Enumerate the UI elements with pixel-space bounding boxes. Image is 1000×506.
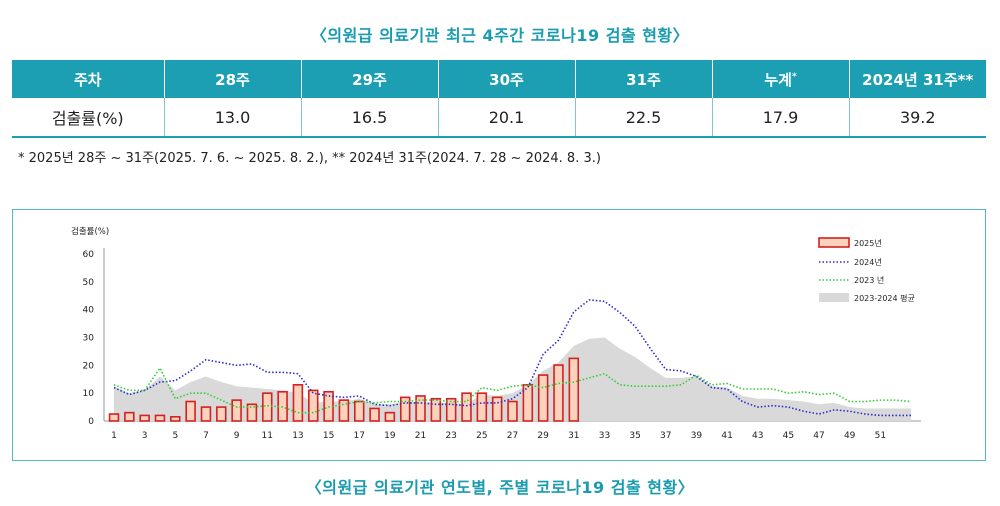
x-tick-label: 49: [844, 431, 856, 441]
x-tick-label: 9: [234, 431, 240, 441]
x-tick-label: 5: [172, 431, 178, 441]
bottom-title: 〈의원급 의료기관 연도별, 주별 코로나19 검출 현황〉: [305, 478, 695, 497]
x-tick-label: 19: [384, 431, 396, 441]
x-tick-label: 31: [568, 431, 579, 441]
row-label: 검출률(%): [12, 98, 165, 138]
x-tick-label: 1: [111, 431, 117, 441]
bar-2025-week-3: [139, 414, 150, 422]
bar-2025-week-24: [461, 392, 472, 422]
bar-2025-week-21: [415, 395, 426, 422]
x-tick-label: 45: [783, 431, 794, 441]
x-tick-label: 15: [323, 431, 334, 441]
bar-2025-week-16: [338, 399, 350, 422]
series-line-2024: [113, 299, 911, 417]
bar-2025-week-7: [200, 406, 212, 422]
header-week-29: 29주: [301, 60, 439, 98]
top-title: 〈의원급 의료기관 최근 4주간 코로나19 검출 현황〉: [310, 26, 690, 45]
bar-2025-week-26: [491, 396, 503, 422]
bar-2025-week-20: [399, 396, 411, 422]
bar-2025-week-19: [384, 411, 396, 422]
chart-frame: 검출률(%) 0 10 20 30 40 50 60 1 3 5 7 9 11 13 15 17 19 21 23 25…: [12, 209, 986, 461]
bar-2025-week-8: [216, 406, 227, 422]
series-area-average: [114, 337, 911, 421]
y-axis-label: 검출률(%): [71, 226, 109, 237]
header-week-28: 28주: [164, 60, 302, 98]
legend-label-2023: 2023 년: [854, 275, 884, 285]
y-tick-label: 50: [83, 278, 95, 288]
x-tick-label: 27: [507, 431, 518, 441]
header-cumulative-label: 누계: [764, 70, 792, 89]
table-header-row: 주차 28주 29주 30주 31주 누계* 2024년 31주**: [12, 60, 986, 98]
y-tick-label: 60: [83, 250, 95, 260]
bar-2025-week-28: [522, 384, 534, 422]
x-tick-label: 41: [721, 431, 732, 441]
bar-2025-week-11: [262, 392, 273, 422]
x-tick-label: 35: [629, 431, 640, 441]
header-week-30: 30주: [438, 60, 576, 98]
bar-2025-week-10: [246, 403, 258, 422]
bar-2025-week-31: [568, 357, 580, 422]
cell-2024-week-31: 39.2: [849, 98, 986, 138]
cell-week-29: 16.5: [301, 98, 439, 138]
footnote: * 2025년 28주 ~ 31주(2025. 7. 6. ~ 2025. 8.…: [18, 151, 601, 166]
bar-2025-week-30: [553, 364, 564, 422]
bar-2025-week-23: [445, 397, 457, 422]
bar-2025-week-14: [308, 389, 319, 422]
legend-label-2024: 2024년: [854, 257, 882, 267]
x-tick-label: 25: [476, 431, 487, 441]
bar-2025-week-1: [108, 413, 120, 422]
header-week: 주차: [12, 60, 165, 98]
x-tick-label: 33: [599, 431, 610, 441]
header-2024-week-31: 2024년 31주**: [849, 60, 986, 98]
bar-2025-week-2: [124, 411, 135, 422]
header-cumulative-mark: *: [791, 71, 797, 82]
series-line-2023: [113, 366, 912, 414]
x-tick-label: 43: [752, 431, 763, 441]
legend-label-2025: 2025년: [854, 238, 882, 248]
bar-2025-week-4: [154, 414, 166, 422]
y-tick-label: 30: [83, 334, 95, 344]
bar-2025-week-13: [292, 384, 304, 422]
header-cumulative: 누계*: [712, 60, 850, 98]
table-row: 검출률(%) 13.0 16.5 20.1 22.5 17.9 39.2: [12, 98, 986, 138]
legend-swatch-average: [819, 293, 849, 302]
bar-2025-week-18: [369, 407, 380, 422]
bar-2025-week-5: [170, 416, 181, 422]
legend-swatch-2025: [818, 237, 850, 248]
bar-2025-week-6: [185, 400, 196, 422]
header-week-31: 31주: [575, 60, 713, 98]
x-tick-label: 17: [354, 431, 365, 441]
y-tick-label: 0: [88, 417, 94, 427]
detection-rate-table: 주차 28주 29주 30주 31주 누계* 2024년 31주** 검출률(%…: [12, 60, 986, 138]
stats-table-wrap: 주차 28주 29주 30주 31주 누계* 2024년 31주** 검출률(%…: [12, 60, 986, 138]
cell-cumulative: 17.9: [712, 98, 850, 138]
bar-2025-week-9: [231, 399, 242, 422]
bar-2025-week-22: [430, 397, 442, 422]
bar-2025-week-27: [507, 400, 518, 422]
x-tick-label: 51: [875, 431, 886, 441]
x-tick-label: 29: [537, 431, 549, 441]
cell-week-28: 13.0: [164, 98, 302, 138]
x-tick-label: 47: [813, 431, 824, 441]
x-tick-label: 23: [445, 431, 456, 441]
x-tick-label: 21: [415, 431, 426, 441]
bar-2025-week-17: [353, 400, 365, 422]
legend-label-average: 2023-2024 평균: [854, 293, 915, 303]
y-tick-label: 40: [83, 306, 95, 316]
x-tick-label: 11: [262, 431, 273, 441]
x-tick-label: 7: [203, 431, 209, 441]
cell-week-31: 22.5: [575, 98, 713, 138]
bar-2025-week-29: [537, 374, 549, 422]
y-tick-label: 20: [83, 361, 95, 371]
x-tick-label: 3: [142, 431, 148, 441]
y-tick-label: 10: [83, 389, 95, 399]
x-tick-label: 37: [660, 431, 671, 441]
x-tick-label: 39: [691, 431, 703, 441]
bar-2025-week-25: [476, 392, 488, 422]
x-tick-label: 13: [292, 431, 303, 441]
cell-week-30: 20.1: [438, 98, 576, 138]
